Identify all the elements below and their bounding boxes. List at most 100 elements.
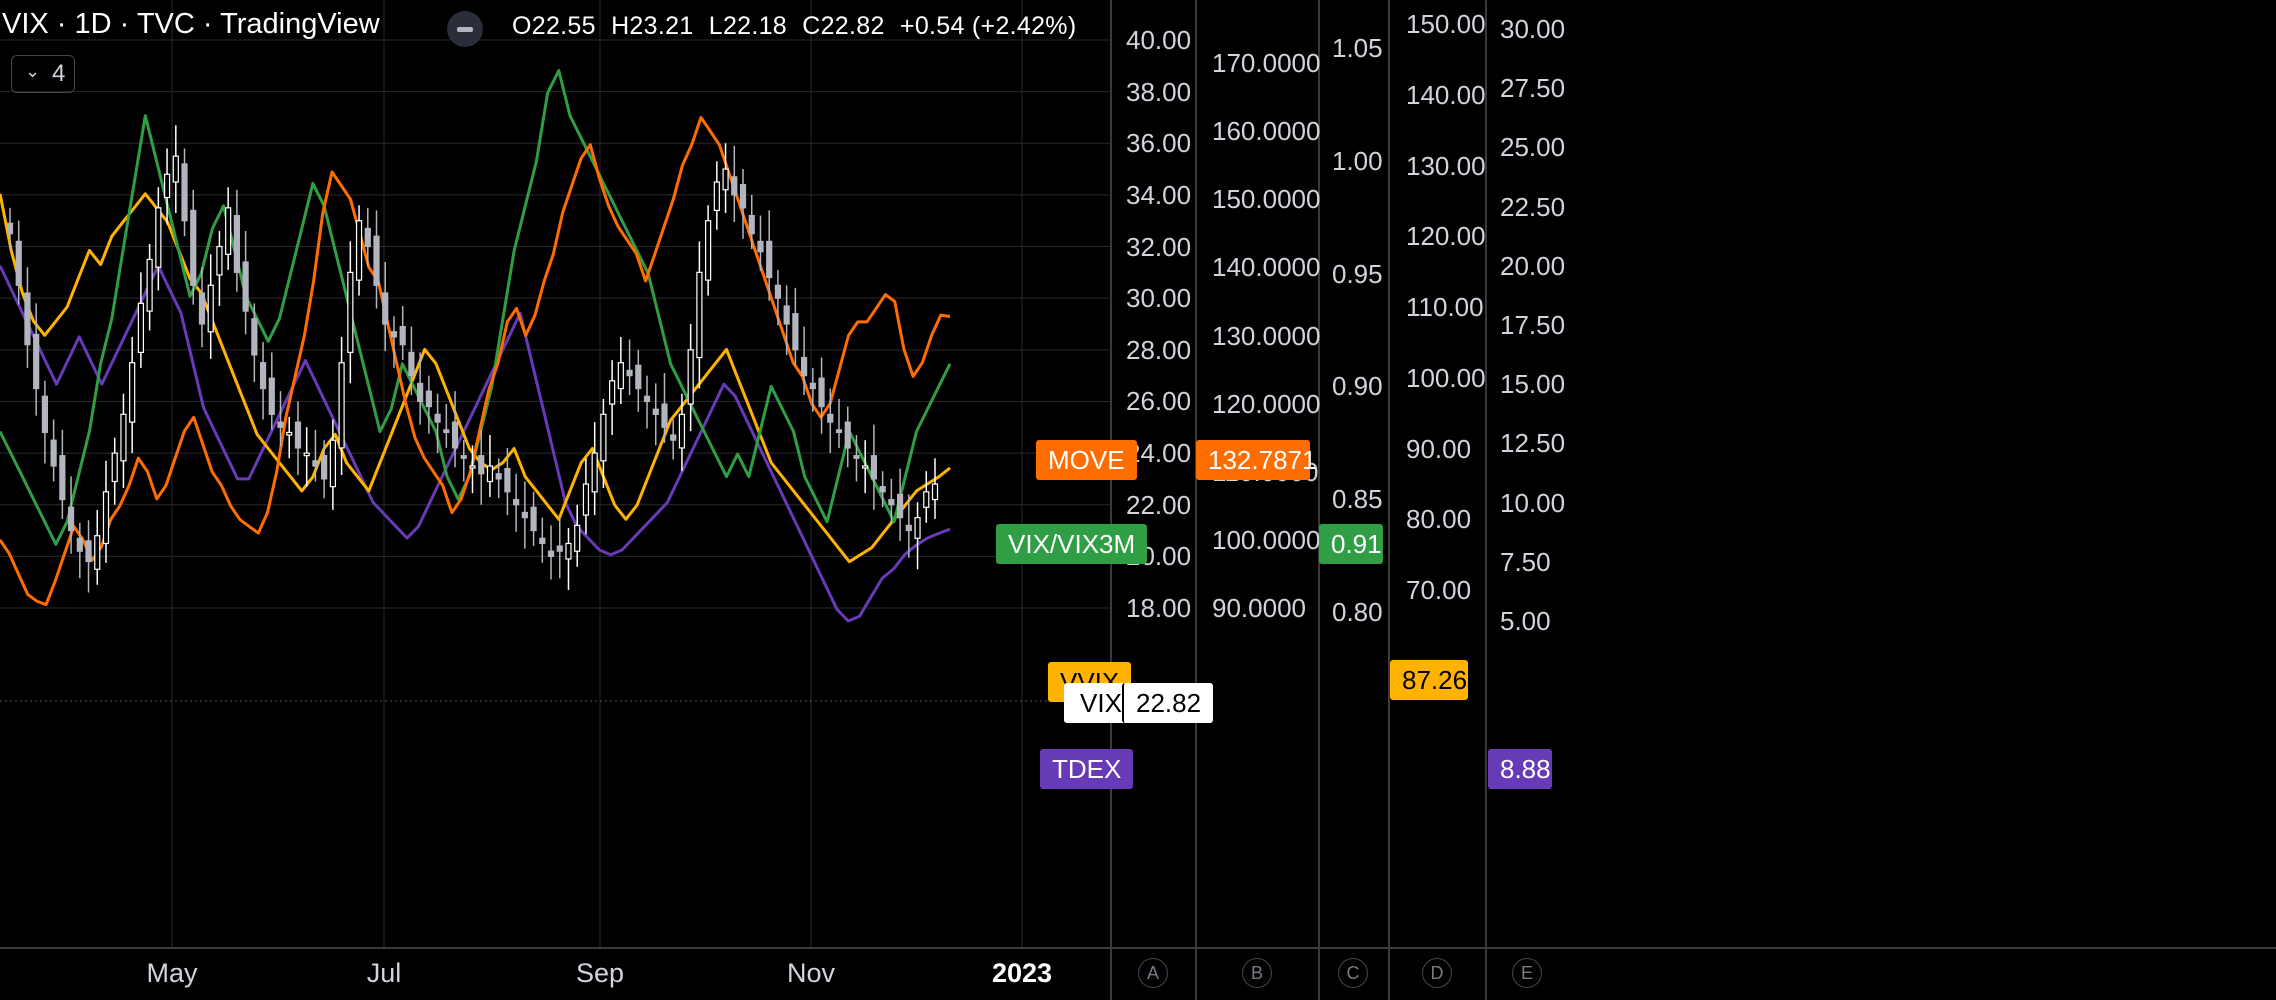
indicators-collapse-button[interactable]: ⌄ 4 (11, 55, 75, 93)
vix-candle (251, 318, 258, 356)
vix-candle (731, 176, 738, 196)
vix-candle (888, 498, 895, 506)
price-label-b: 120.0000 (1212, 388, 1321, 419)
vix-candle (85, 540, 92, 563)
price-label-d: 140.00 (1406, 79, 1486, 110)
price-label-main: 30.00 (1126, 283, 1192, 314)
scale-letter-b[interactable]: B (1242, 958, 1272, 988)
ohlc-low: L22.18 (708, 12, 787, 40)
price-label-main: 28.00 (1126, 334, 1192, 365)
ohlc-open: O22.55 (512, 12, 596, 40)
vix-candle (460, 455, 467, 459)
vix-candle (652, 408, 659, 415)
vix-candle (722, 168, 729, 191)
vix-candle (41, 395, 49, 434)
vix-candle (155, 207, 162, 268)
vix-candle (478, 455, 485, 475)
vix-candle (835, 429, 843, 434)
vix-candle (617, 362, 624, 390)
vix-candle (670, 434, 677, 441)
price-label-e: 15.00 (1500, 369, 1566, 400)
price-label-main: 26.00 (1126, 386, 1192, 417)
price-label-b: 160.0000 (1212, 116, 1321, 147)
vix-candle (347, 271, 354, 354)
scale-letter-c[interactable]: C (1338, 958, 1368, 988)
vix-candle (146, 258, 153, 312)
vix-candle (434, 413, 441, 423)
minimize-icon[interactable] (447, 11, 483, 47)
price-label-main: 32.00 (1126, 231, 1192, 262)
vix-candle (678, 413, 686, 449)
vix-candle (862, 465, 869, 469)
move-price-tag[interactable]: 132.7871 (1196, 440, 1316, 480)
price-label-main: 34.00 (1126, 179, 1192, 210)
vix-candle (687, 349, 694, 405)
vix-candle (879, 486, 886, 493)
price-label-d: 150.00 (1406, 9, 1486, 39)
vix-candle (198, 292, 206, 325)
vix-candle (661, 403, 668, 428)
price-label-c: 1.00 (1332, 145, 1383, 176)
price-label-main: 40.00 (1126, 25, 1192, 55)
vix-price-tag[interactable]: 22.82 (1122, 683, 1214, 723)
vix-candle (853, 455, 860, 459)
price-label-e: 10.00 (1500, 487, 1566, 518)
vix-vix3m-legend-tag[interactable]: VIX/VIX3M (996, 524, 1148, 564)
vix-candle (329, 439, 336, 488)
vix-candle (870, 455, 878, 480)
price-label-main: 22.00 (1126, 489, 1192, 520)
price-label-main: 38.00 (1126, 76, 1192, 107)
price-label-b: 90.0000 (1212, 593, 1306, 623)
vix-candle (626, 369, 633, 377)
vix-candle (914, 517, 921, 539)
vix-candle (399, 325, 406, 346)
vix-candle (591, 452, 598, 493)
vix-candle (827, 413, 834, 423)
scale-letter-d[interactable]: D (1422, 958, 1452, 988)
vix-candle (705, 220, 712, 281)
symbol-title[interactable]: VIX · 1D · TVC · TradingView (2, 8, 380, 40)
vvix-price-tag[interactable]: 87.26 (1390, 660, 1468, 700)
vix-candle (766, 240, 773, 279)
price-label-c: 1.05 (1332, 33, 1383, 63)
ratio-price-tag[interactable]: 0.91 (1319, 524, 1383, 564)
time-label: Sep (575, 958, 625, 988)
vix-candle (417, 382, 424, 403)
vix-candle (259, 362, 267, 390)
price-label-e: 7.50 (1500, 546, 1551, 577)
price-label-b: 140.0000 (1212, 252, 1321, 283)
time-label: May (146, 958, 198, 988)
vix-candle (373, 235, 380, 286)
vix-candle (364, 227, 371, 248)
vix-candle (268, 377, 275, 415)
price-label-e: 27.50 (1500, 73, 1566, 104)
vix-candle (696, 271, 703, 359)
ohlc-high: H23.21 (611, 12, 694, 40)
price-label-d: 100.00 (1406, 362, 1486, 393)
price-label-main: 36.00 (1126, 128, 1192, 159)
ohlc-change: +0.54 (+2.42%) (899, 12, 1077, 40)
vix-candle (713, 181, 720, 211)
vix-candle (757, 240, 764, 253)
tdex-price-tag[interactable]: 8.88 (1488, 749, 1552, 789)
vix-candle (129, 362, 136, 423)
scale-letter-a[interactable]: A (1138, 958, 1168, 988)
vix-candle (495, 473, 502, 480)
vix-candle (530, 506, 537, 532)
ohlc-close: C22.82 (802, 12, 885, 40)
vix-candle (242, 261, 249, 312)
vix-candle (286, 431, 293, 436)
tdex-legend-tag[interactable]: TDEX (1040, 749, 1134, 789)
price-label-d: 90.00 (1406, 433, 1472, 464)
scale-letter-e[interactable]: E (1512, 958, 1542, 988)
vix-candle (163, 173, 171, 199)
vix-candle (443, 429, 450, 434)
vix-candle (390, 331, 398, 338)
vix-candle (783, 305, 790, 325)
vix-candle (6, 222, 14, 235)
move-legend-tag[interactable]: MOVE (1036, 440, 1137, 480)
ohlc-readout: O22.55 H23.21 L22.18 C22.82 +0.54 (+2.42… (512, 12, 1084, 41)
vix-candle (24, 292, 31, 346)
vix-candle (207, 284, 214, 333)
